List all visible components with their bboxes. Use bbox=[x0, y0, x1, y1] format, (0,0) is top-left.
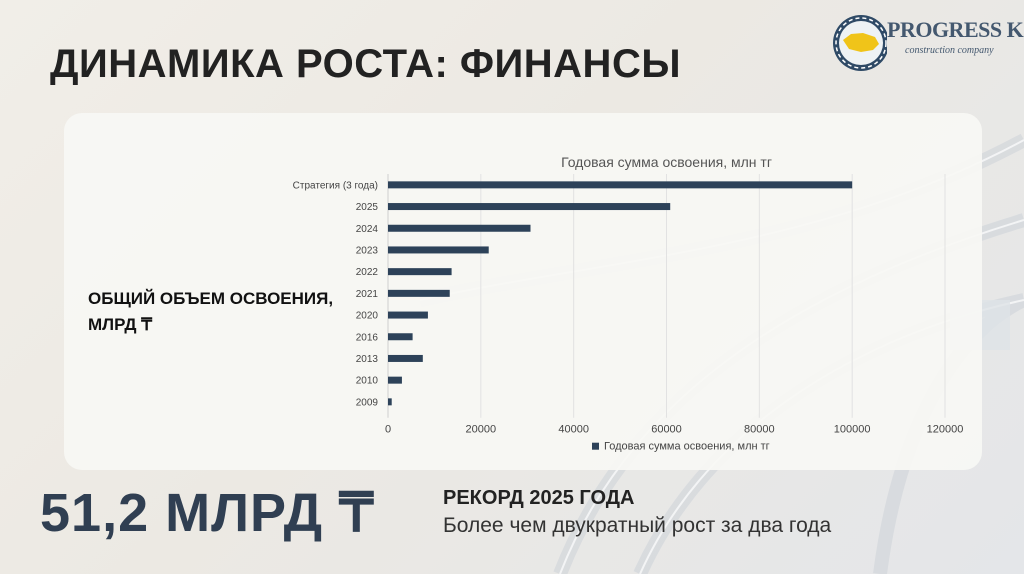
legend-label: Годовая сумма освоения, млн тг bbox=[604, 441, 770, 453]
category-label: 2016 bbox=[356, 332, 379, 343]
x-tick-label: 40000 bbox=[558, 424, 589, 436]
record-title: РЕКОРД 2025 ГОДА bbox=[443, 487, 635, 509]
category-label: 2020 bbox=[356, 311, 379, 322]
total-volume-label: ОБЩИЙ ОБЪЕМ ОСВОЕНИЯ, МЛРД ₸ bbox=[88, 289, 334, 334]
bar bbox=[388, 181, 853, 189]
category-label: 2010 bbox=[356, 376, 379, 387]
bar bbox=[388, 333, 413, 341]
x-tick-label: 120000 bbox=[927, 424, 964, 436]
logo-subtitle: construction company bbox=[905, 45, 994, 56]
record-subtitle: Более чем двукратный рост за два года bbox=[443, 514, 832, 537]
x-tick-label: 80000 bbox=[744, 424, 775, 436]
chart-panel bbox=[64, 113, 982, 470]
legend-swatch bbox=[592, 442, 599, 450]
category-label: 2024 bbox=[356, 224, 379, 235]
x-tick-label: 60000 bbox=[651, 424, 682, 436]
page-title: ДИНАМИКА РОСТА: ФИНАНСЫ bbox=[50, 42, 681, 86]
bar bbox=[388, 224, 531, 232]
x-tick-label: 20000 bbox=[466, 424, 497, 436]
x-tick-label: 0 bbox=[385, 424, 391, 436]
record-value: 51,2 МЛРД ₸ bbox=[40, 483, 375, 543]
x-tick-label: 100000 bbox=[834, 424, 871, 436]
logo-name: PROGRESS KZ bbox=[887, 17, 1024, 42]
category-label: 2009 bbox=[356, 397, 379, 408]
bar bbox=[388, 354, 423, 362]
bar-chart: Годовая сумма освоения, млн тг Стратегия … bbox=[293, 154, 964, 453]
bar bbox=[388, 289, 450, 297]
category-label: 2013 bbox=[356, 354, 379, 365]
category-label: 2022 bbox=[356, 267, 379, 278]
bar bbox=[388, 398, 392, 406]
category-label: 2025 bbox=[356, 202, 379, 213]
category-label: Стратегия (3 года) bbox=[293, 180, 378, 191]
bar bbox=[388, 246, 489, 254]
category-label: 2023 bbox=[356, 245, 379, 256]
bar bbox=[388, 268, 452, 276]
company-logo: PROGRESS KZ construction company bbox=[831, 12, 1024, 74]
category-label: 2021 bbox=[356, 289, 379, 300]
chart-title: Годовая сумма освоения, млн тг bbox=[561, 154, 772, 170]
kazakhstan-map-globe-icon bbox=[833, 15, 889, 71]
bar bbox=[388, 311, 428, 319]
bar bbox=[388, 376, 402, 384]
bar bbox=[388, 203, 671, 211]
